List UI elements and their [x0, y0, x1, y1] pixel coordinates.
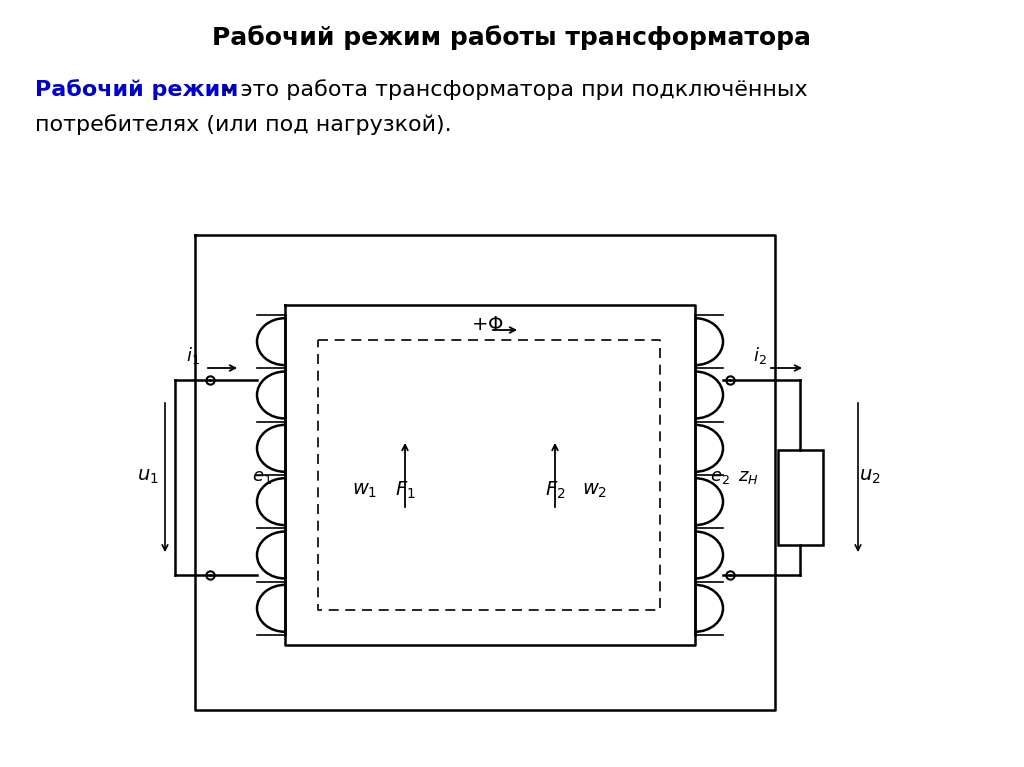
Text: Рабочий режим работы трансформатора: Рабочий режим работы трансформатора	[213, 25, 811, 51]
Text: Рабочий режим: Рабочий режим	[35, 80, 239, 100]
Text: $+\Phi$: $+\Phi$	[471, 315, 503, 334]
Text: $i_2$: $i_2$	[753, 344, 767, 366]
Text: – это работа трансформатора при подключённых: – это работа трансформатора при подключё…	[215, 80, 808, 100]
Text: $u_2$: $u_2$	[859, 468, 881, 486]
Text: $u_1$: $u_1$	[137, 468, 159, 486]
Text: $e_2$: $e_2$	[710, 468, 730, 486]
Bar	[778, 450, 823, 545]
Text: $e_1$: $e_1$	[252, 468, 272, 486]
Text: $F_2$: $F_2$	[545, 479, 565, 501]
Text: потребителях (или под нагрузкой).: потребителях (или под нагрузкой).	[35, 114, 452, 136]
Text: $w_1$: $w_1$	[352, 480, 378, 499]
Text: $w_2$: $w_2$	[583, 480, 607, 499]
Text: $i_1$: $i_1$	[186, 344, 200, 366]
Text: $z_{Н}$: $z_{Н}$	[737, 468, 759, 486]
Text: $F_1$: $F_1$	[394, 479, 416, 501]
